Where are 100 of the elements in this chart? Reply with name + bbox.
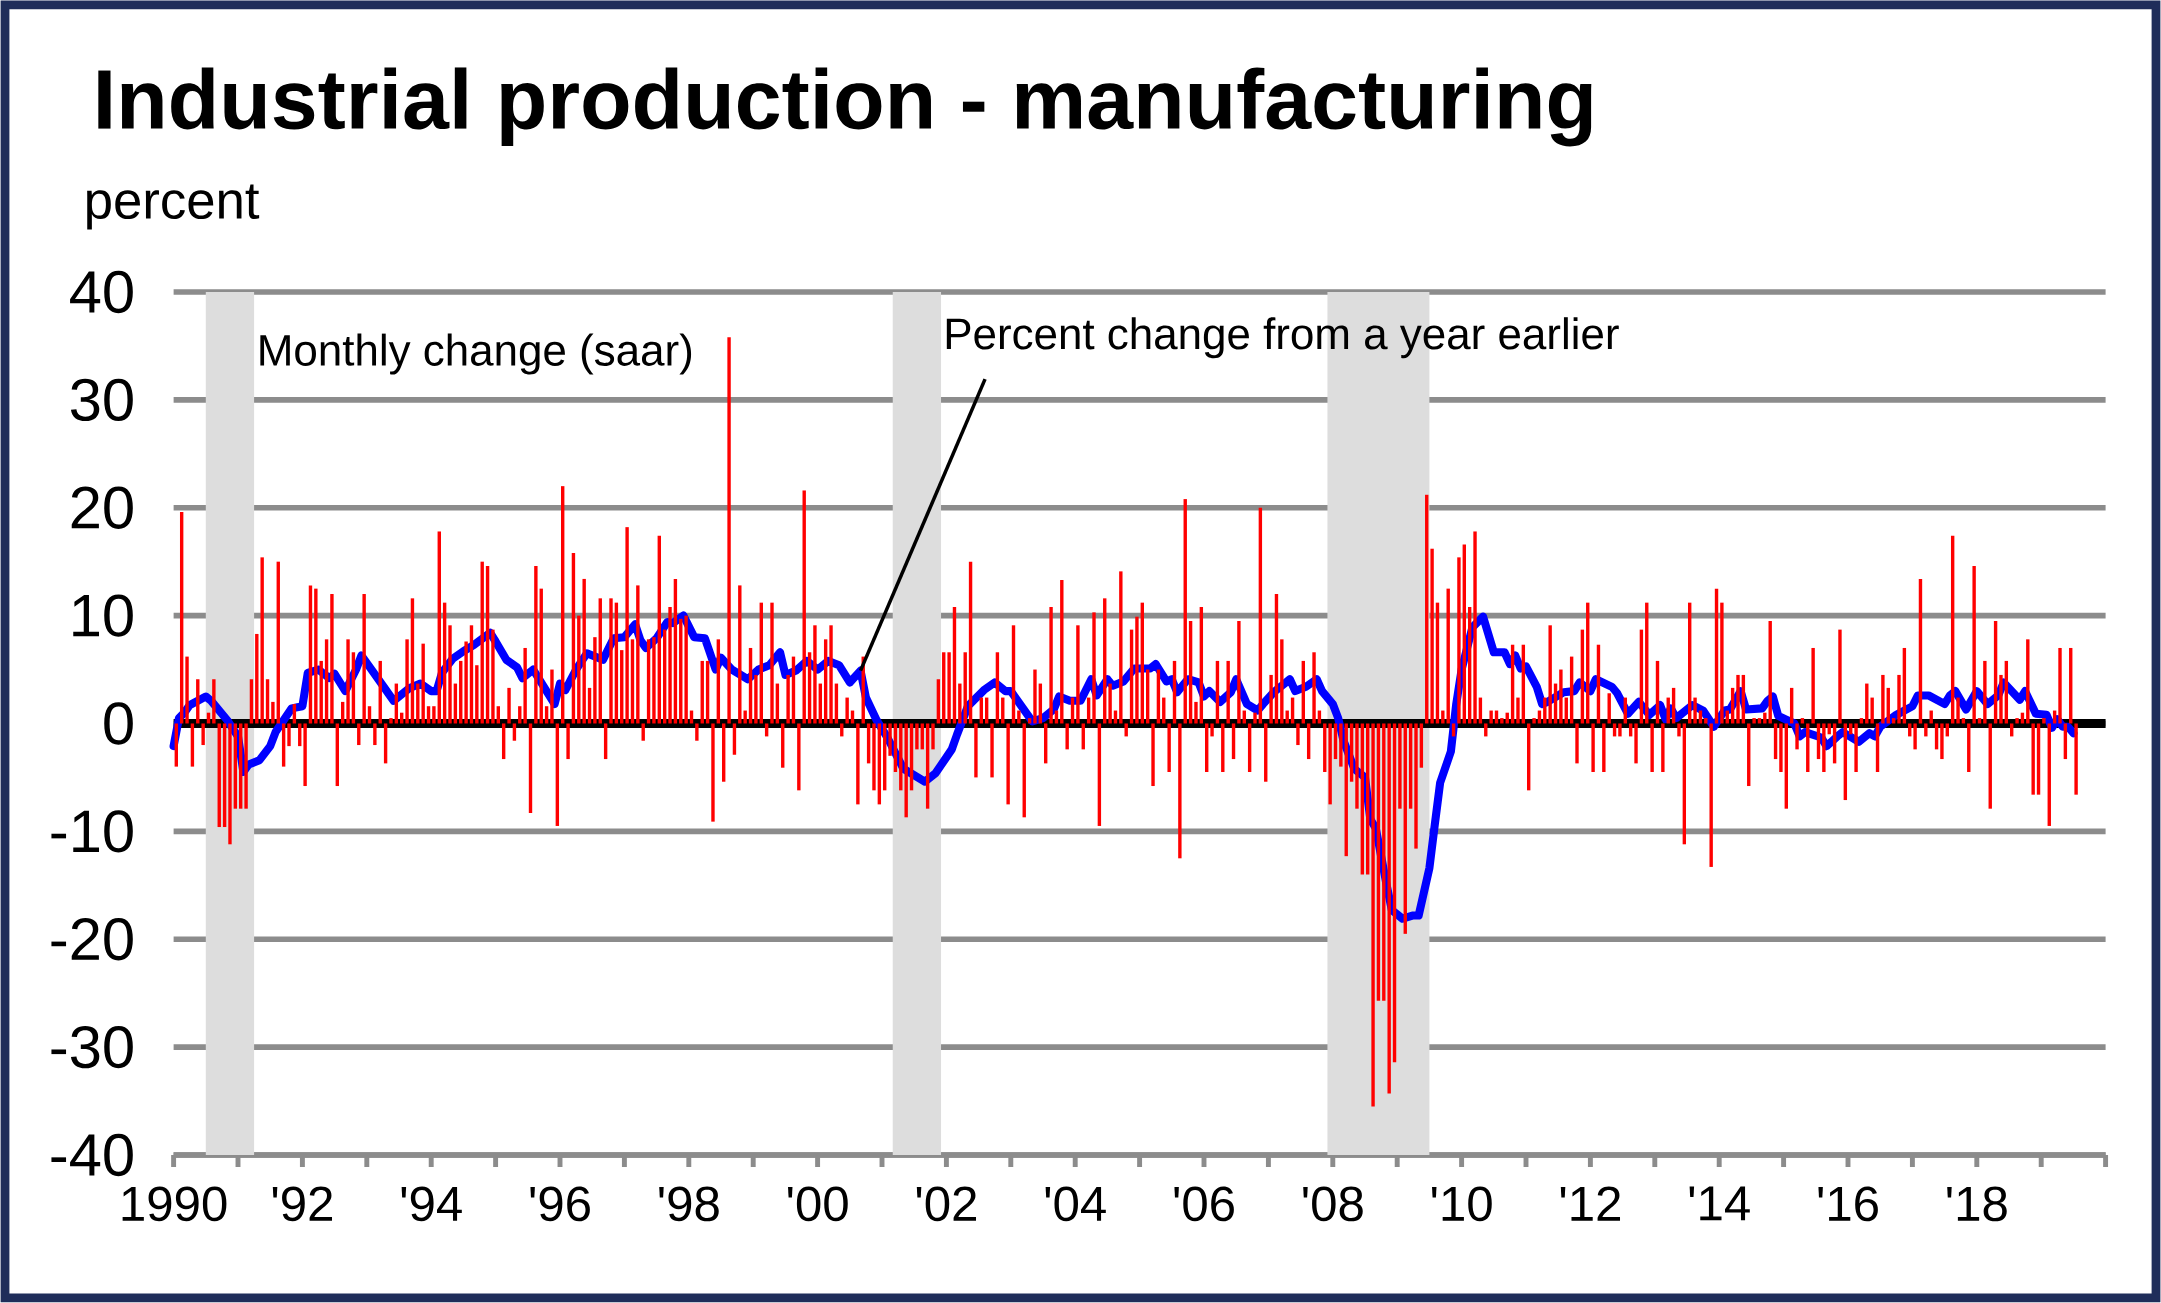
- bar: [1709, 723, 1713, 867]
- y-tick-label: -10: [51, 810, 133, 853]
- bar: [1108, 683, 1112, 724]
- bar: [523, 647, 527, 724]
- bar: [1736, 674, 1740, 724]
- bar: [1237, 621, 1241, 724]
- bar: [732, 723, 737, 755]
- bar: [609, 598, 613, 724]
- x-tick-label: '98: [659, 1186, 719, 1222]
- bar: [813, 625, 817, 724]
- y-tick-label: -20: [51, 918, 133, 961]
- bar: [636, 585, 640, 724]
- bar: [845, 697, 849, 724]
- bar: [1441, 710, 1445, 724]
- bar: [201, 723, 205, 746]
- bar: [244, 723, 248, 809]
- bar: [190, 723, 195, 767]
- bar: [2058, 647, 2062, 724]
- bar: [1457, 557, 1461, 724]
- y-tick-label: 20: [71, 486, 133, 529]
- bar: [668, 606, 672, 724]
- bar: [974, 723, 978, 778]
- bar: [1430, 548, 1434, 724]
- bar: [287, 723, 291, 747]
- bar: [1006, 723, 1010, 805]
- bar: [1575, 723, 1579, 764]
- x-tick-label: '92: [272, 1186, 333, 1222]
- bar: [1693, 697, 1697, 724]
- bar: [1296, 723, 1300, 746]
- bar: [1822, 723, 1826, 773]
- bar: [1371, 723, 1375, 1107]
- bar: [1956, 697, 1960, 724]
- bar: [2026, 639, 2030, 724]
- bar: [432, 706, 436, 724]
- bar: [330, 594, 334, 724]
- bar: [931, 723, 935, 750]
- bar: [770, 602, 774, 724]
- y-tick-label: 0: [104, 702, 133, 745]
- bar: [228, 723, 232, 845]
- x-tick-label: '16: [1818, 1186, 1878, 1222]
- bar: [1076, 625, 1080, 724]
- bar: [1419, 723, 1424, 768]
- bar: [582, 578, 586, 724]
- bar: [1763, 712, 1767, 724]
- x-tick-label: '00: [788, 1186, 848, 1222]
- bar: [1253, 712, 1257, 724]
- bar: [507, 687, 511, 724]
- bar: [314, 588, 318, 724]
- bar: [1167, 723, 1171, 773]
- y-tick-label: 40: [70, 270, 133, 314]
- bar: [1720, 602, 1724, 724]
- bar: [1398, 723, 1402, 809]
- bar: [1999, 674, 2003, 724]
- bar: [2042, 718, 2046, 724]
- bar: [1618, 723, 1622, 737]
- x-tick-label: '10: [1432, 1186, 1492, 1222]
- bar: [1473, 531, 1477, 724]
- bar: [1897, 674, 1901, 724]
- bar: [1795, 723, 1799, 750]
- x-tick-label: '08: [1303, 1186, 1363, 1222]
- bar: [1924, 723, 1928, 737]
- bar: [2015, 718, 2019, 724]
- bar: [802, 490, 806, 724]
- bar: [754, 674, 758, 724]
- bar: [464, 641, 468, 724]
- bar: [1135, 616, 1139, 724]
- bar: [298, 723, 302, 747]
- bar: [1752, 718, 1756, 724]
- x-tick-label: '02: [916, 1186, 977, 1222]
- bar: [722, 723, 726, 782]
- bar: [405, 639, 409, 724]
- bar: [1838, 629, 1842, 724]
- bar: [512, 723, 517, 741]
- bar: [448, 625, 452, 724]
- bar: [1339, 723, 1343, 767]
- bar: [566, 723, 570, 760]
- bar: [389, 718, 393, 724]
- y-tick-label: 30: [70, 378, 133, 422]
- bar: [1854, 723, 1858, 773]
- y-tick-label: -40: [51, 1133, 133, 1177]
- bar: [1929, 710, 1933, 724]
- annotation: Monthly change (saar): [260, 333, 692, 375]
- bar: [1650, 723, 1654, 773]
- bar: [641, 723, 645, 741]
- x-tick-label: '12: [1560, 1186, 1621, 1221]
- bar: [625, 527, 629, 724]
- bar: [1060, 580, 1064, 724]
- bar: [947, 652, 951, 724]
- bar: [1940, 723, 1944, 760]
- x-tick-label: '04: [1045, 1186, 1106, 1222]
- bar: [491, 629, 495, 724]
- bar: [357, 723, 361, 746]
- bar: [271, 701, 275, 724]
- bar: [1151, 723, 1155, 787]
- bar: [534, 566, 538, 724]
- x-tick-label: '96: [530, 1186, 590, 1222]
- bar: [1092, 612, 1096, 724]
- bar: [1221, 723, 1225, 773]
- bar: [1559, 669, 1563, 724]
- bar: [856, 723, 860, 805]
